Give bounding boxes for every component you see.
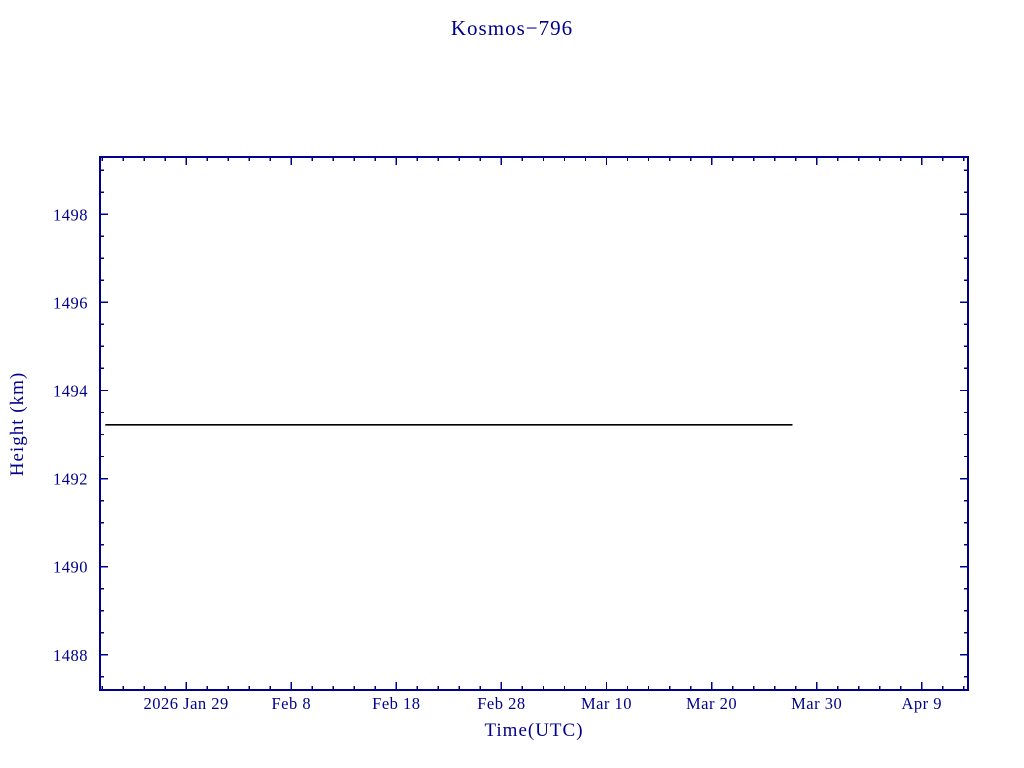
x-tick-label: Mar 20	[686, 694, 737, 713]
y-tick-label: 1490	[53, 558, 88, 577]
x-tick-label: Feb 28	[477, 694, 525, 713]
plot-frame	[99, 156, 969, 691]
x-tick-label: Feb 18	[372, 694, 420, 713]
y-axis: 1488 1490 1492 1494 1496 1498	[53, 169, 968, 678]
y-tick-label: 1492	[53, 470, 88, 489]
y-tick-label: 1496	[53, 293, 88, 312]
chart-title: Kosmos−796	[450, 16, 574, 40]
x-tick-label: Apr 9	[901, 694, 942, 713]
x-tick-label: Mar 30	[791, 694, 842, 713]
y-tick-label: 1498	[53, 205, 88, 224]
y-tick-label: 1488	[53, 646, 88, 665]
x-tick-label: Mar 10	[581, 694, 632, 713]
x-tick-label: 2026 Jan 29	[144, 694, 229, 713]
y-tick-label: 1494	[53, 381, 88, 400]
x-tick-label: Feb 8	[271, 694, 311, 713]
x-axis-label: Time(UTC)	[484, 720, 584, 741]
x-axis: 2026 Jan 29 Feb 8 Feb 18 Feb 28 Mar 10 Mar 20…	[101, 157, 965, 713]
